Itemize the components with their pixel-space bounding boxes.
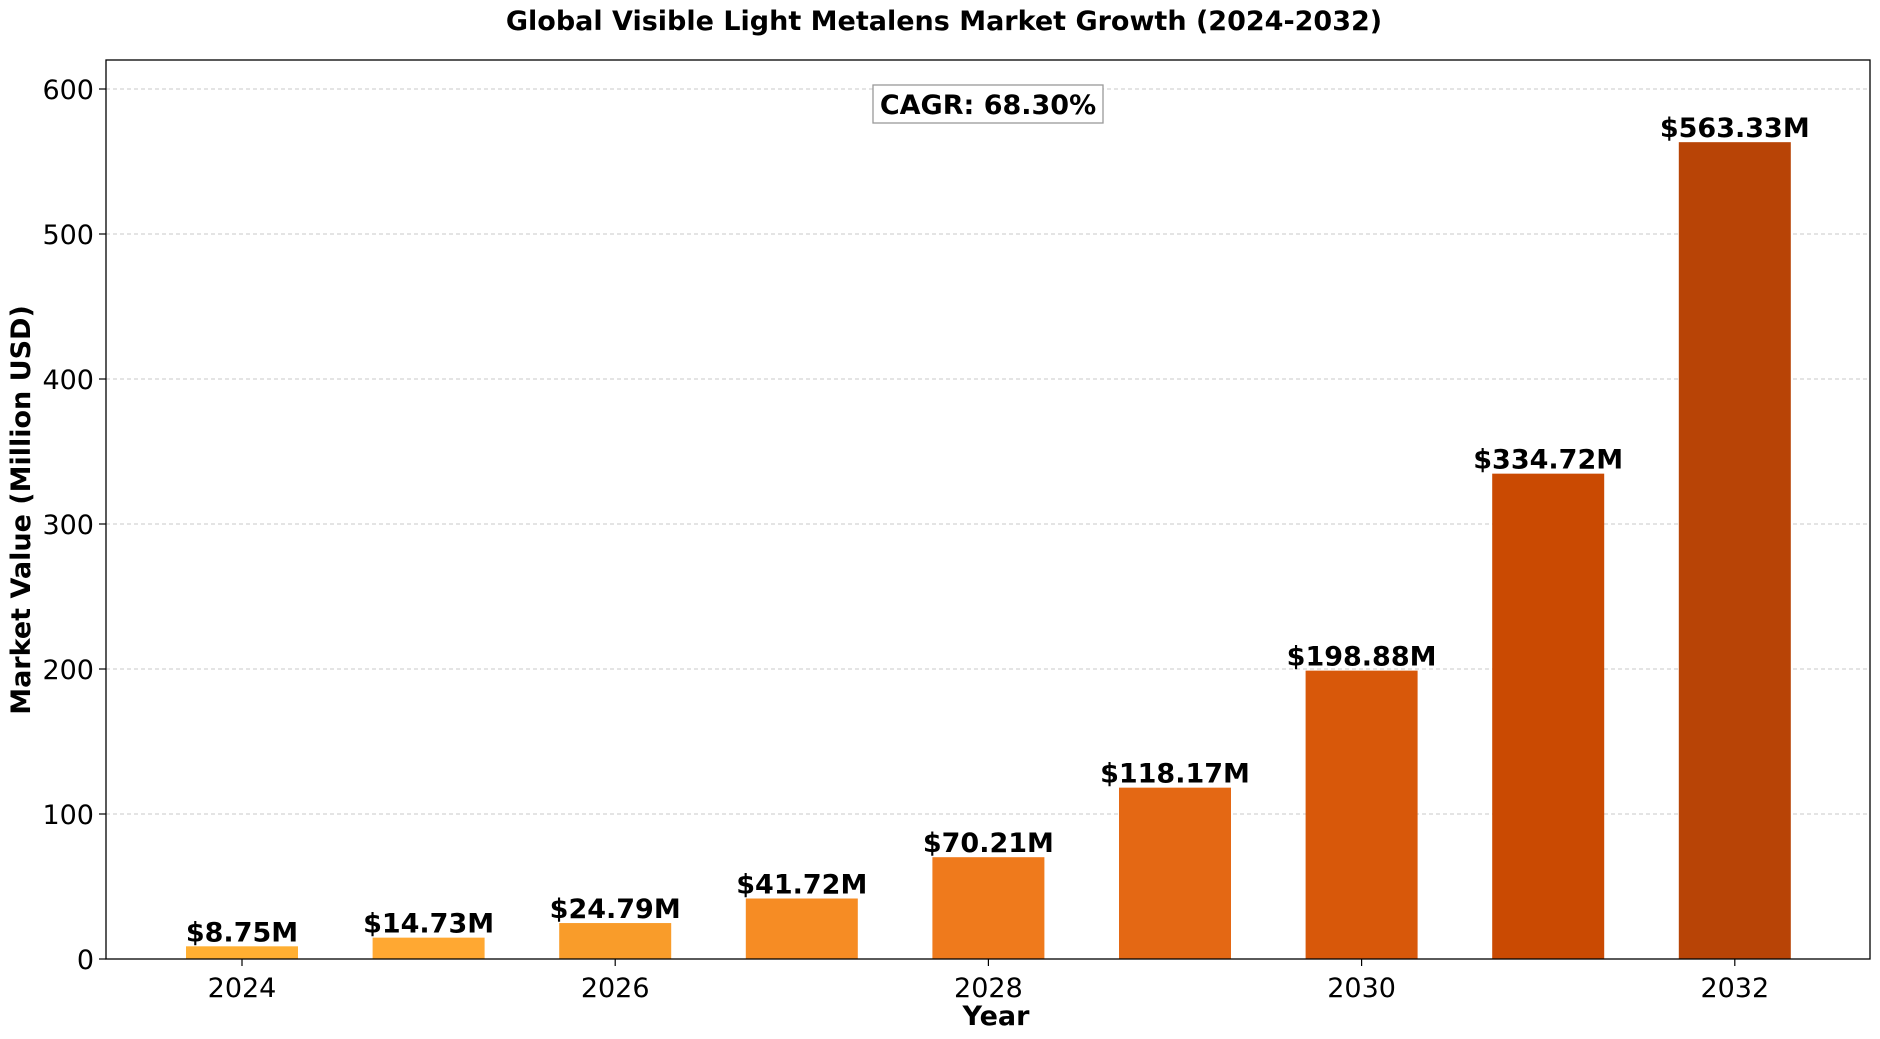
bar-value-label: $41.72M [736, 870, 867, 901]
bar-data-labels: $8.75M $14.73M $24.79M $41.72M $70.21M $118.1… [186, 113, 1810, 948]
bars [186, 142, 1791, 959]
bar-value-label: $8.75M [186, 917, 298, 948]
bar-value-label: $14.73M [363, 909, 494, 940]
chart-title: Global Visible Light Metalens Market Gro… [506, 6, 1382, 37]
bar-value-label: $198.88M [1287, 642, 1437, 673]
x-axis-ticks: 2024 2026 2028 2030 2032 [208, 959, 1769, 1004]
bar-2031 [1492, 473, 1605, 959]
bar-2025 [372, 937, 485, 959]
y-tick-label: 600 [42, 75, 94, 106]
y-tick-label: 100 [42, 800, 94, 831]
bar-2024 [186, 946, 298, 959]
x-tick-label: 2024 [208, 973, 277, 1004]
bar-2027 [745, 898, 858, 959]
cagr-box [872, 84, 1104, 124]
bar-2026 [559, 923, 672, 959]
y-axis-label: Market Value (Million USD) [6, 305, 37, 715]
y-tick-label: 400 [42, 365, 94, 396]
bar-2032 [1678, 142, 1791, 959]
bar-value-label: $24.79M [550, 894, 681, 925]
x-tick-label: 2030 [1327, 973, 1396, 1004]
bar-value-label: $70.21M [923, 828, 1054, 859]
bar-2028 [932, 857, 1045, 959]
y-tick-label: 300 [42, 510, 94, 541]
bar-value-label: $334.72M [1473, 445, 1623, 476]
bar-value-label: $118.17M [1100, 759, 1250, 790]
y-gridlines [106, 88, 1870, 960]
y-tick-label: 0 [77, 945, 94, 976]
x-tick-label: 2026 [581, 973, 650, 1004]
bar-2030 [1305, 670, 1418, 959]
bar-2029 [1119, 787, 1231, 959]
x-axis-label: Year [962, 1001, 1031, 1032]
y-tick-label: 500 [42, 220, 94, 251]
y-axis-ticks: 0 100 200 300 400 500 600 [42, 75, 106, 976]
x-tick-label: 2032 [1700, 973, 1769, 1004]
cagr-label: CAGR: 68.30% [880, 90, 1096, 121]
cagr-annotation: CAGR: 68.30% [872, 84, 1104, 124]
y-tick-label: 200 [42, 655, 94, 686]
bar-value-label: $563.33M [1660, 113, 1810, 144]
x-tick-label: 2028 [954, 973, 1023, 1004]
plot-frame [105, 59, 1871, 960]
